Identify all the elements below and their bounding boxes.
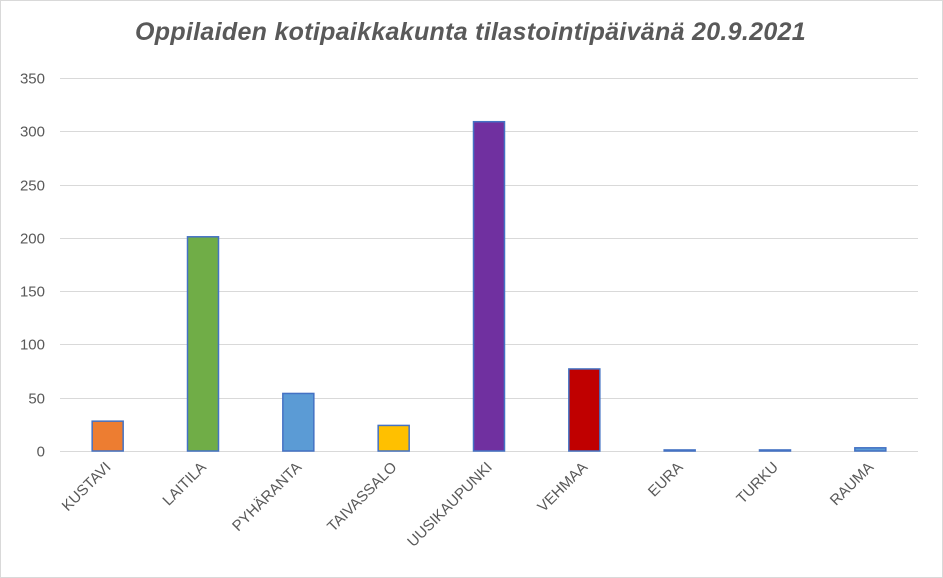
bar-taivassalo (377, 424, 410, 452)
y-axis-tick-labels: 0 50 100 150 200 250 300 350 (20, 71, 45, 461)
y-tick-label: 50 (28, 391, 45, 408)
x-category-label: PYHÄRANTA (229, 459, 305, 535)
x-category-label: TAIVASSALO (324, 459, 400, 535)
x-axis-category-labels: KUSTAVI LAITILA PYHÄRANTA TAIVASSALO UUSIKAU… (59, 459, 878, 551)
x-category-label: LAITILA (159, 459, 209, 509)
y-tick-label: 200 (20, 231, 45, 248)
x-category-label: TURKU (733, 459, 782, 508)
bar-vehmaa (568, 368, 601, 452)
y-tick-label: 100 (20, 337, 45, 354)
bar-uusikaupunki (472, 120, 506, 452)
bar-eura (663, 449, 696, 452)
y-tick-label: 150 (20, 284, 45, 301)
x-category-label: VEHMAA (534, 459, 591, 516)
bars (91, 120, 887, 452)
bar-turku (758, 449, 792, 452)
chart-title: Oppilaiden kotipaikkakunta tilastointipä… (135, 18, 806, 46)
bar-kustavi (91, 420, 124, 452)
x-category-label: UUSIKAUPUNKI (404, 459, 496, 551)
bar-rauma (854, 447, 887, 452)
y-tick-label: 0 (37, 444, 45, 461)
y-tick-label: 300 (20, 124, 45, 141)
y-tick-label: 350 (20, 71, 45, 88)
x-category-label: RAUMA (827, 459, 877, 509)
bar-pyhäranta (282, 392, 315, 452)
x-category-label: EURA (645, 459, 686, 500)
y-tick-label: 250 (20, 178, 45, 195)
x-category-label: KUSTAVI (59, 459, 115, 515)
bar-laitila (186, 236, 220, 452)
